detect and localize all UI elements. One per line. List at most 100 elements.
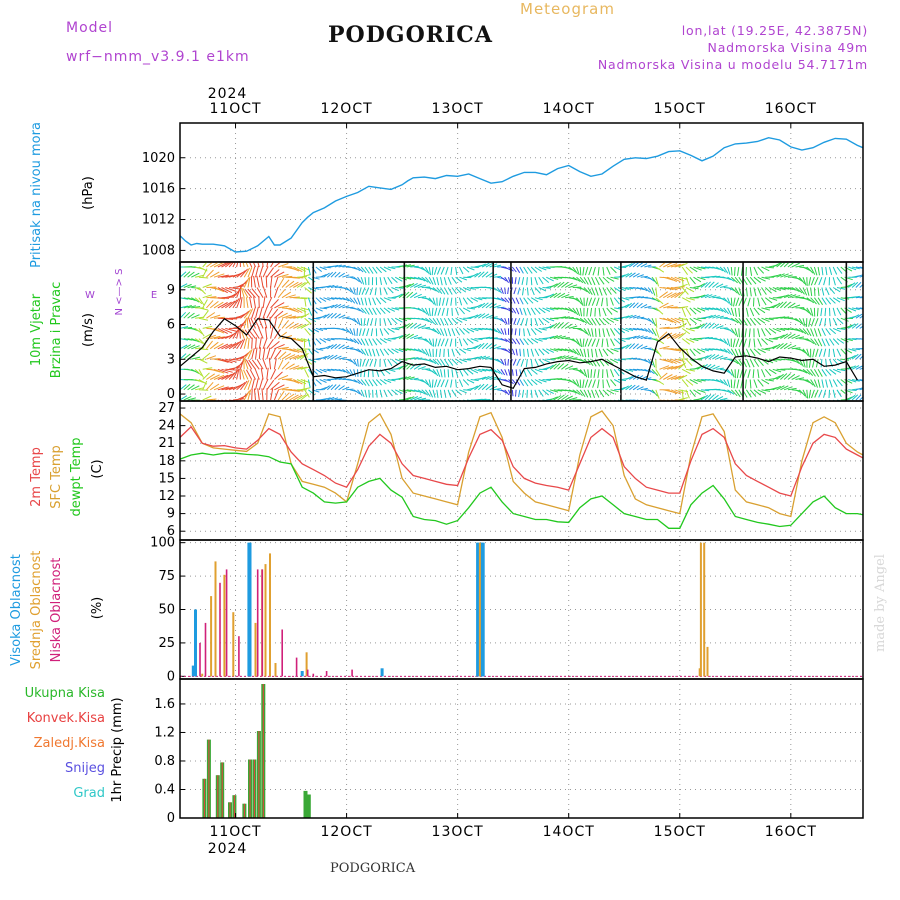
y-tick-label: 1012 bbox=[142, 213, 175, 228]
bottom-time-label: 16OCT bbox=[765, 824, 817, 840]
conv-rain-bar bbox=[253, 759, 255, 818]
pressure-unit-label: (hPa) bbox=[81, 176, 96, 210]
page-title: PODGORICA bbox=[328, 22, 493, 48]
low-cloud-bar bbox=[261, 569, 263, 677]
mid-cloud-bar bbox=[699, 542, 702, 677]
precip-legend-4: Grad bbox=[73, 786, 105, 801]
total-rain-bar bbox=[306, 794, 311, 818]
high-cloud-bar bbox=[248, 542, 252, 677]
precip-legend-3: Snijeg bbox=[65, 761, 105, 776]
mid-cloud-bar bbox=[232, 612, 235, 677]
mid-cloud-bar bbox=[214, 561, 217, 677]
temp-2m-line bbox=[179, 425, 864, 497]
cloud-axis-label-low: Niska Oblacnost bbox=[49, 558, 64, 663]
y-tick-label: 0 bbox=[167, 669, 175, 684]
cloud-unit-label: (%) bbox=[90, 597, 105, 620]
temp-axis-label-sfc: SFC Temp bbox=[49, 445, 64, 509]
wind-axis-label-2: Brzina i Pravac bbox=[49, 282, 64, 379]
low-cloud-bar bbox=[204, 622, 207, 677]
low-cloud-bar bbox=[306, 669, 309, 677]
y-tick-label: 6 bbox=[167, 524, 175, 539]
lonlat-label: lon,lat (19.25E, 42.3875N) bbox=[681, 23, 868, 38]
y-tick-label: 9 bbox=[167, 283, 175, 298]
top-time-label: 15OCT bbox=[654, 101, 706, 117]
y-tick-label: 1016 bbox=[142, 182, 175, 197]
bottom-time-label: 12OCT bbox=[320, 824, 372, 840]
low-cloud-bar bbox=[199, 642, 201, 677]
conv-rain-bar bbox=[249, 759, 251, 818]
y-tick-label: 1.2 bbox=[154, 725, 175, 740]
mid-cloud-bar bbox=[274, 663, 277, 677]
wind-compass-ns: N <—> S bbox=[114, 269, 125, 316]
low-cloud-bar bbox=[351, 669, 353, 677]
y-tick-label: 27 bbox=[158, 401, 175, 416]
model-label: Model bbox=[66, 20, 114, 36]
low-cloud-bar bbox=[312, 673, 315, 677]
temp-unit-label: (C) bbox=[90, 459, 105, 478]
y-tick-label: 6 bbox=[167, 318, 175, 333]
y-tick-label: 25 bbox=[158, 636, 175, 651]
y-tick-label: 1020 bbox=[142, 151, 175, 166]
mid-cloud-bar bbox=[706, 646, 709, 677]
mid-cloud-bar bbox=[698, 668, 701, 677]
low-cloud-bar bbox=[281, 629, 283, 677]
conv-rain-bar bbox=[258, 731, 260, 818]
total-rain-bar bbox=[303, 790, 308, 818]
bottom-time-label: 14OCT bbox=[543, 824, 595, 840]
y-tick-label: 1008 bbox=[142, 243, 175, 258]
mid-cloud-bar bbox=[223, 574, 226, 677]
top-year-label: 2024 bbox=[208, 86, 248, 102]
high-cloud-bar bbox=[380, 668, 384, 677]
y-tick-label: 50 bbox=[158, 603, 175, 618]
bottom-time-label: 13OCT bbox=[432, 824, 484, 840]
wind-axis-label-1: 10m Vjetar bbox=[29, 293, 44, 366]
high-cloud-bar bbox=[300, 671, 304, 677]
bottom-time-label: 11OCT bbox=[209, 824, 261, 840]
precip-legend-2: Zaledj.Kisa bbox=[34, 736, 105, 751]
temp-axis-label-2m: 2m Temp bbox=[29, 447, 44, 507]
low-cloud-bar bbox=[295, 657, 298, 677]
y-tick-label: 21 bbox=[158, 436, 175, 451]
top-time-label: 16OCT bbox=[765, 101, 817, 117]
sfc-temp-line bbox=[179, 410, 864, 518]
conv-rain-bar bbox=[233, 795, 235, 818]
conv-rain-bar bbox=[217, 775, 219, 818]
conv-rain-bar bbox=[229, 802, 231, 818]
mid-cloud-bar bbox=[269, 553, 271, 677]
top-time-label: 12OCT bbox=[320, 101, 372, 117]
y-tick-label: 1.6 bbox=[154, 697, 175, 712]
top-time-label: 14OCT bbox=[543, 101, 595, 117]
model-elevation-label: Nadmorska Visina u modelu 54.7171m bbox=[597, 57, 868, 72]
wind-arrow-field bbox=[180, 262, 863, 401]
low-cloud-bar bbox=[238, 636, 240, 677]
model-name: wrf−nmm_v3.9.1 e1km bbox=[66, 49, 250, 65]
temp-axis-label-dewpt: dewpt Temp bbox=[69, 437, 84, 516]
panel-frame-pressure bbox=[179, 122, 864, 263]
wind-compass-e: E bbox=[151, 290, 157, 301]
precip-legend-0: Ukupna Kisa bbox=[25, 686, 105, 701]
high-cloud-bar bbox=[477, 542, 481, 677]
conv-rain-bar bbox=[262, 684, 264, 818]
pressure-line bbox=[179, 136, 864, 253]
high-cloud-bar bbox=[194, 609, 197, 677]
conv-rain-bar bbox=[221, 762, 223, 818]
y-tick-label: 3 bbox=[167, 352, 175, 367]
y-tick-label: 0 bbox=[167, 387, 175, 402]
low-cloud-bar bbox=[256, 569, 259, 677]
footer-station: PODGORICA bbox=[330, 861, 416, 876]
y-tick-label: 9 bbox=[167, 507, 175, 522]
chart-kind-label: Meteogram bbox=[520, 0, 615, 18]
y-tick-label: 24 bbox=[158, 419, 175, 434]
mid-cloud-bar bbox=[254, 622, 257, 677]
panel-frame-precipitation bbox=[179, 678, 864, 819]
pressure-axis-label: Pritisak na nivou mora bbox=[29, 122, 44, 268]
precip-legend-1: Konvek.Kisa bbox=[27, 711, 105, 726]
dewpt-line bbox=[179, 452, 864, 529]
elevation-label: Nadmorska Visina 49m bbox=[707, 40, 868, 55]
conv-rain-bar bbox=[243, 803, 245, 818]
precip-axis-label: 1hr Precip (mm) bbox=[110, 697, 125, 802]
high-cloud-bar bbox=[191, 665, 195, 677]
conv-rain-bar bbox=[203, 778, 205, 818]
